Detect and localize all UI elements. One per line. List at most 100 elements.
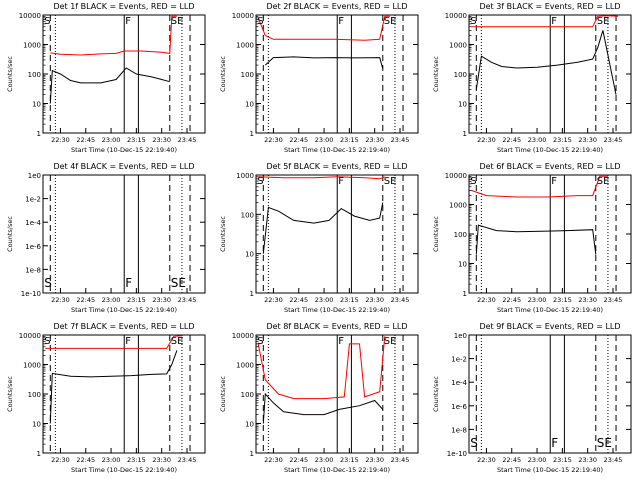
marker-letter-s: S <box>44 336 50 347</box>
y-tick-label: 1000 <box>236 172 254 180</box>
panel-title: Det 6f BLACK = Events, RED = LLD <box>479 162 620 171</box>
y-tick-label: 1e-4 <box>451 379 467 387</box>
panel-title: Det 3f BLACK = Events, RED = LLD <box>479 2 620 11</box>
x-tick-label: 22:30 <box>477 296 496 304</box>
y-tick-label: 10000 <box>19 332 41 340</box>
y-tick-label: 100 <box>28 71 41 79</box>
x-tick-label: 22:45 <box>76 296 95 304</box>
detector-panel-4: Det 4f BLACK = Events, RED = LLD 1e-10 1e-… <box>0 160 213 320</box>
x-tick-label: 23:00 <box>315 296 334 304</box>
marker-letter-se: SE <box>171 276 186 290</box>
y-tick-label: 100 <box>454 71 467 79</box>
x-tick-label: 22:45 <box>502 456 521 464</box>
marker-letter-f: F <box>338 336 344 347</box>
series-line-lld <box>257 336 386 400</box>
detector-panel-7: Det 7f BLACK = Events, RED = LLD 1 10 100 10… <box>0 320 213 480</box>
x-tick-label: 23:30 <box>152 296 171 304</box>
x-tick-label: 22:30 <box>264 296 283 304</box>
y-tick-label: 10 <box>458 261 467 269</box>
marker-letter-s: S <box>470 436 478 450</box>
series-line-events <box>475 30 617 95</box>
x-tick-label: 23:00 <box>528 456 547 464</box>
x-tick-label: 23:00 <box>102 296 121 304</box>
y-tick-label: 1 <box>37 450 41 458</box>
y-tick-label: 10 <box>32 101 41 109</box>
series-line-lld <box>45 335 182 349</box>
y-axis-label: Counts/sec <box>219 376 227 412</box>
y-tick-label: 1e-10 <box>447 450 467 458</box>
y-tick-label: 1000 <box>23 362 41 370</box>
detector-panel-9: Det 9f BLACK = Events, RED = LLD 1e-10 1e-… <box>426 320 639 480</box>
marker-letter-s: S <box>257 16 263 27</box>
marker-letter-se: SE <box>384 336 397 347</box>
y-tick-label: 100 <box>454 231 467 239</box>
x-tick-label: 22:45 <box>289 456 308 464</box>
y-axis-label: Counts/sec <box>219 216 227 252</box>
detector-panel-8: Det 8f BLACK = Events, RED = LLD 1 10 100 10… <box>213 320 426 480</box>
x-tick-label: 23:30 <box>365 136 384 144</box>
y-tick-label: 1e0 <box>454 332 467 340</box>
x-tick-label: 22:45 <box>76 456 95 464</box>
x-tick-label: 23:15 <box>127 296 146 304</box>
y-tick-label: 1e0 <box>28 172 41 180</box>
panel-title: Det 1f BLACK = Events, RED = LLD <box>53 2 194 11</box>
x-tick-label: 23:45 <box>604 136 623 144</box>
series-line-events <box>264 56 384 69</box>
x-axis-label: Start Time (10-Dec-15 22:19:40) <box>284 466 390 474</box>
y-tick-label: 10000 <box>19 12 41 20</box>
x-tick-label: 23:00 <box>528 136 547 144</box>
x-tick-label: 22:45 <box>502 296 521 304</box>
y-tick-label: 1 <box>250 130 254 138</box>
x-tick-label: 23:15 <box>340 456 359 464</box>
series-line-events <box>262 202 384 254</box>
x-tick-label: 23:45 <box>604 456 623 464</box>
x-tick-label: 22:45 <box>76 136 95 144</box>
y-tick-label: 1000 <box>449 42 467 50</box>
y-tick-label: 10 <box>245 251 254 259</box>
panel-svg: Det 4f BLACK = Events, RED = LLD 1e-10 1e-… <box>6 162 206 314</box>
marker-letter-se: SE <box>171 336 184 347</box>
marker-letter-s: S <box>257 176 263 187</box>
x-axis-label: Start Time (10-Dec-15 22:19:40) <box>284 306 390 314</box>
y-tick-label: 1000 <box>23 42 41 50</box>
panel-svg: Det 7f BLACK = Events, RED = LLD 1 10 100 10… <box>6 322 206 474</box>
x-tick-label: 22:45 <box>502 136 521 144</box>
y-axis-label: Counts/sec <box>6 376 14 412</box>
y-tick-label: 1e-8 <box>25 266 41 274</box>
y-tick-label: 100 <box>28 391 41 399</box>
panel-title: Det 5f BLACK = Events, RED = LLD <box>266 162 407 171</box>
marker-letter-s: S <box>470 176 476 187</box>
y-tick-label: 1 <box>250 450 254 458</box>
marker-letter-f: F <box>125 16 131 27</box>
y-tick-label: 100 <box>241 211 254 219</box>
detector-panel-2: Det 2f BLACK = Events, RED = LLD 1 10 100 10… <box>213 0 426 160</box>
y-tick-label: 1e-6 <box>451 403 467 411</box>
y-tick-label: 1e-4 <box>25 219 41 227</box>
y-axis-label: Counts/sec <box>6 216 14 252</box>
x-tick-label: 22:30 <box>477 136 496 144</box>
y-tick-label: 10000 <box>445 12 467 20</box>
series-line-lld <box>471 15 619 28</box>
panel-title: Det 2f BLACK = Events, RED = LLD <box>266 2 407 11</box>
x-tick-label: 23:15 <box>340 136 359 144</box>
y-tick-label: 10 <box>32 421 41 429</box>
x-tick-label: 23:15 <box>127 136 146 144</box>
x-axis-label: Start Time (10-Dec-15 22:19:40) <box>497 146 603 154</box>
x-axis-label: Start Time (10-Dec-15 22:19:40) <box>497 466 603 474</box>
panel-svg: Det 8f BLACK = Events, RED = LLD 1 10 100 10… <box>219 322 419 474</box>
y-tick-label: 100 <box>241 71 254 79</box>
panel-svg: Det 1f BLACK = Events, RED = LLD 1 10 100 10… <box>6 2 206 154</box>
x-tick-label: 23:15 <box>340 296 359 304</box>
x-tick-label: 22:30 <box>264 456 283 464</box>
y-tick-label: 10 <box>458 101 467 109</box>
y-tick-label: 1 <box>463 130 467 138</box>
y-tick-label: 1 <box>463 290 467 298</box>
y-tick-label: 1 <box>250 290 254 298</box>
series-line-events <box>262 392 384 424</box>
panel-svg: Det 2f BLACK = Events, RED = LLD 1 10 100 10… <box>219 2 419 154</box>
y-tick-label: 1000 <box>449 202 467 210</box>
x-axis-label: Start Time (10-Dec-15 22:19:40) <box>71 146 177 154</box>
series-line-events <box>49 67 170 104</box>
x-tick-label: 23:15 <box>553 456 572 464</box>
marker-letter-f: F <box>125 336 131 347</box>
